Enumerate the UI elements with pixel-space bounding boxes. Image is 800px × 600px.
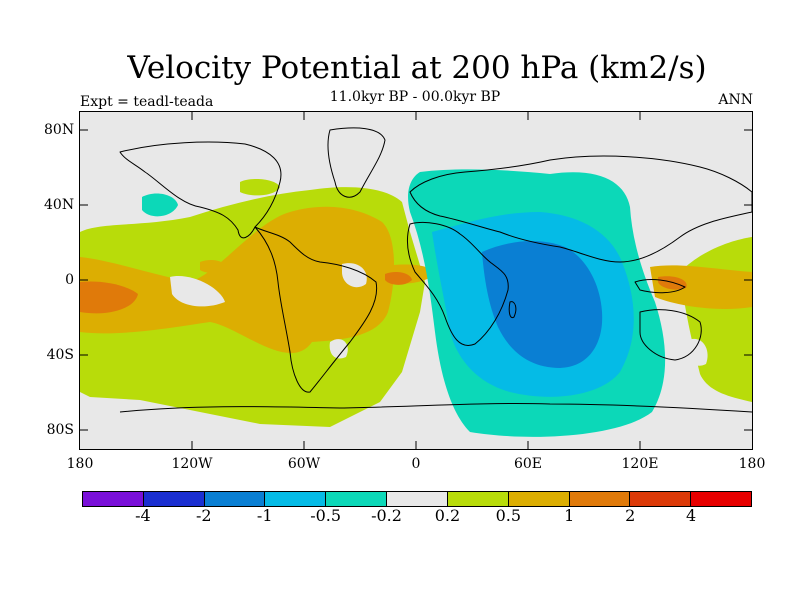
color-swatch — [508, 492, 570, 506]
map-ticks — [80, 112, 752, 449]
color-scale-label: 0.2 — [434, 506, 461, 525]
color-scale-label: -2 — [196, 506, 212, 525]
time-range-subtitle: 11.0kyr BP - 00.0kyr BP — [329, 89, 501, 105]
color-swatch — [83, 492, 144, 506]
color-scale-label: -1 — [256, 506, 273, 525]
lon-label-120e: 120E — [621, 456, 659, 472]
lon-label-60w: 60W — [287, 456, 321, 472]
lat-label-40s: 40S — [46, 347, 74, 363]
color-swatch — [265, 492, 327, 506]
velocity-potential-field — [80, 112, 752, 449]
color-swatch — [387, 492, 448, 506]
color-scale-label: 4 — [685, 506, 697, 525]
lat-label-0: 0 — [65, 272, 74, 288]
color-swatch — [630, 492, 692, 506]
map-title: Velocity Potential at 200 hPa (km2/s) — [127, 50, 707, 86]
experiment-label: Expt = teadl-teada — [80, 94, 214, 110]
color-swatch — [204, 492, 266, 506]
color-scale-label: -0.2 — [371, 506, 402, 525]
color-swatch — [569, 492, 631, 506]
lat-label-80s: 80S — [46, 422, 74, 438]
color-scale-label: -4 — [135, 506, 151, 525]
color-scale-label: 0.5 — [495, 506, 522, 525]
lon-label-60e: 60E — [513, 456, 543, 472]
lat-label-40n: 40N — [44, 197, 75, 213]
color-scale-label: 2 — [625, 506, 636, 525]
color-scale-bar — [82, 491, 752, 507]
season-label: ANN — [718, 92, 753, 108]
neutral-regions — [170, 263, 708, 366]
color-scale-label: -0.5 — [310, 506, 342, 525]
map-panel — [79, 111, 753, 450]
lon-label-180w: 180 — [66, 456, 94, 472]
lon-label-0: 0 — [411, 456, 421, 472]
coastlines — [119, 127, 752, 413]
color-swatch — [447, 492, 509, 506]
color-swatch — [326, 492, 388, 506]
lon-label-120w: 120W — [171, 456, 213, 472]
positive-strong-regions — [80, 272, 687, 314]
color-scale-label: 1 — [564, 506, 575, 525]
lon-label-180e: 180 — [738, 456, 766, 472]
color-swatch — [691, 492, 751, 506]
negative-strong-regions — [482, 240, 603, 368]
lat-label-80n: 80N — [44, 122, 75, 138]
color-swatch — [143, 492, 205, 506]
